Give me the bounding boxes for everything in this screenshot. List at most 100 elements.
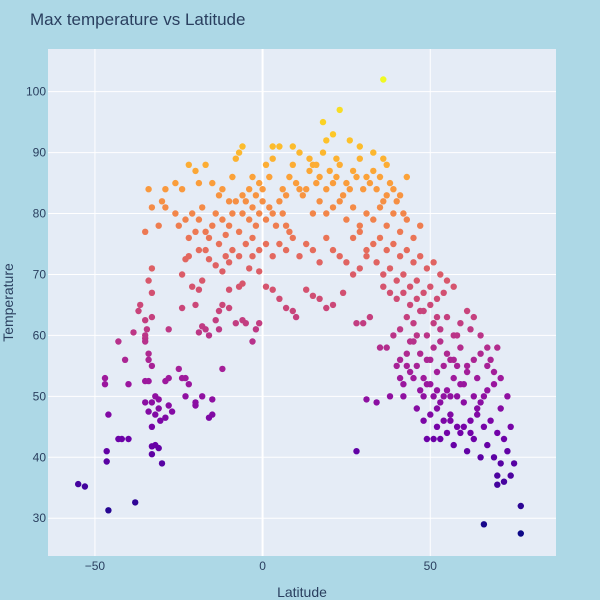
data-point <box>323 186 330 193</box>
data-point <box>403 350 410 357</box>
data-point <box>296 186 303 193</box>
data-point <box>202 326 209 333</box>
data-point <box>225 286 233 293</box>
data-point <box>470 356 477 363</box>
data-point <box>484 441 491 449</box>
data-point <box>145 350 152 357</box>
x-tick-label: 0 <box>259 559 266 573</box>
data-point <box>413 277 420 284</box>
data-point <box>303 186 310 193</box>
data-point <box>252 326 260 333</box>
y-tick-label: 50 <box>33 389 47 403</box>
data-point <box>202 161 209 168</box>
data-point <box>329 131 337 138</box>
data-point <box>242 198 249 205</box>
data-point <box>162 186 169 193</box>
y-tick-label: 40 <box>33 450 47 464</box>
data-point <box>336 106 343 114</box>
data-point <box>480 521 488 528</box>
data-point <box>309 210 317 217</box>
data-point <box>400 210 407 217</box>
data-point <box>433 405 441 412</box>
y-tick-label: 30 <box>33 511 47 525</box>
data-point <box>356 265 363 272</box>
data-point <box>413 295 420 302</box>
data-point <box>333 173 340 181</box>
data-point <box>477 332 484 339</box>
data-point <box>396 356 404 363</box>
data-point <box>417 222 424 229</box>
data-point <box>480 393 488 400</box>
data-point <box>329 301 337 309</box>
data-point <box>406 301 414 309</box>
data-point <box>219 301 226 309</box>
data-point <box>209 411 216 418</box>
data-point <box>467 429 474 437</box>
data-point <box>185 234 192 242</box>
data-point <box>239 143 246 150</box>
data-point <box>373 259 380 266</box>
data-point <box>339 192 347 199</box>
data-point <box>219 365 226 373</box>
data-point <box>363 173 370 181</box>
data-point <box>319 118 327 126</box>
data-point <box>172 210 179 217</box>
data-point <box>403 362 410 370</box>
data-point <box>137 301 144 309</box>
data-point <box>450 441 457 449</box>
data-point <box>339 289 347 296</box>
data-point <box>517 530 524 537</box>
data-point <box>316 173 323 181</box>
data-point <box>430 344 437 351</box>
data-point <box>249 253 256 260</box>
data-point <box>507 472 514 479</box>
data-point <box>249 234 256 242</box>
data-point <box>467 417 474 424</box>
data-point <box>349 271 357 278</box>
data-point <box>195 246 203 254</box>
data-point <box>155 396 162 403</box>
data-point <box>403 246 410 254</box>
data-point <box>256 268 263 275</box>
data-point <box>420 417 427 424</box>
data-point <box>165 374 172 382</box>
data-point <box>427 381 434 388</box>
data-point <box>222 253 229 260</box>
data-point <box>356 228 363 235</box>
data-point <box>453 362 461 370</box>
data-point <box>299 192 306 199</box>
data-point <box>130 329 137 336</box>
data-point <box>189 283 196 290</box>
data-point <box>142 399 149 406</box>
data-point <box>279 210 286 217</box>
data-point <box>460 423 467 430</box>
gridlines <box>48 49 556 556</box>
data-point <box>262 161 270 168</box>
data-point <box>500 478 508 485</box>
data-point <box>474 405 481 412</box>
data-point <box>343 216 350 223</box>
data-point <box>256 320 263 327</box>
data-point <box>366 179 374 187</box>
data-point <box>370 240 377 248</box>
data-point <box>353 448 360 455</box>
data-point <box>433 387 441 394</box>
data-point <box>383 246 390 254</box>
data-point <box>115 435 122 443</box>
data-point <box>209 222 216 229</box>
data-point <box>148 265 156 272</box>
data-point <box>356 222 363 229</box>
data-point <box>313 179 320 187</box>
data-point <box>494 472 501 479</box>
data-point <box>393 295 400 302</box>
data-point <box>219 186 226 193</box>
data-point <box>410 374 417 382</box>
data-point <box>172 179 179 187</box>
data-point <box>467 326 474 333</box>
data-point <box>380 271 387 278</box>
data-point <box>168 408 176 415</box>
data-point <box>474 411 481 418</box>
data-point <box>235 253 243 260</box>
data-point <box>242 320 249 327</box>
